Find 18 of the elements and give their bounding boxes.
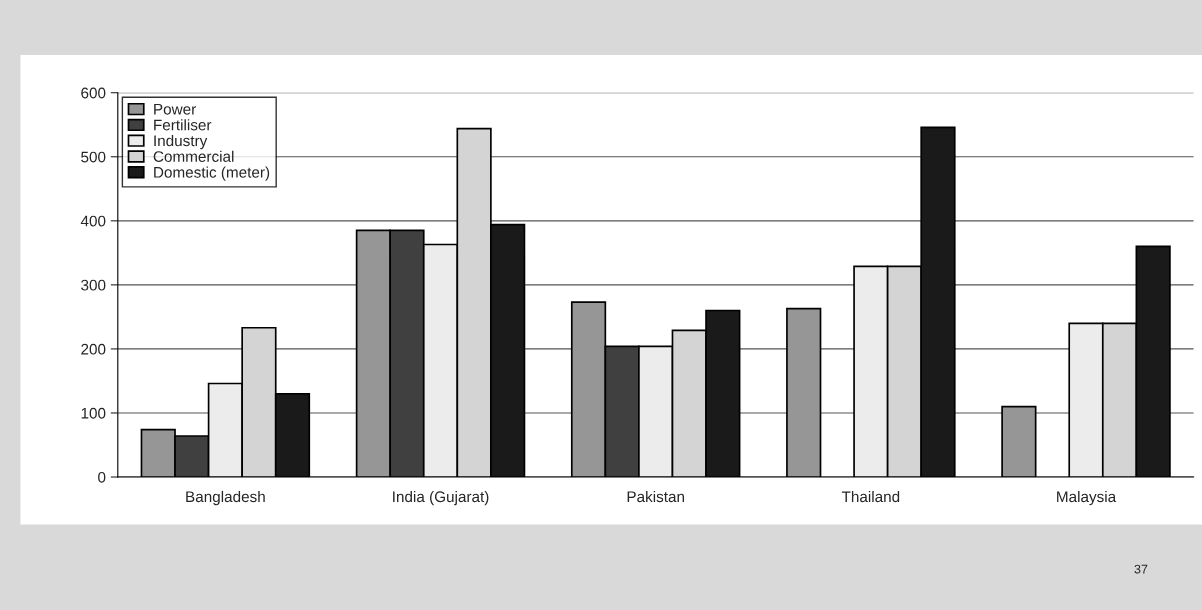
x-tick-label: Bangladesh [186, 490, 265, 506]
y-tick-label: 300 [81, 279, 106, 291]
x-tick-label: Thailand [841, 490, 900, 503]
x-tick-label: Pakistan [627, 490, 684, 503]
y-tick-label: 0 [98, 471, 106, 483]
legend-label: Domestic (meter) [154, 166, 270, 181]
x-tick-label: India (Gujarat) [393, 490, 489, 506]
legend-label: Fertiliser [154, 119, 212, 131]
y-tick-label: 400 [80, 215, 106, 227]
y-tick-label: 200 [81, 343, 106, 355]
legend-label: Power [154, 103, 196, 115]
y-tick-label: 600 [81, 87, 106, 99]
legend-label: Industry [154, 134, 208, 150]
x-tick-label: Malaysia [1057, 490, 1117, 506]
text: 37 [1134, 564, 1148, 574]
legend-label: Commercial [153, 150, 234, 162]
y-tick-label: 500 [81, 151, 106, 163]
y-tick-label: 100 [81, 407, 106, 419]
